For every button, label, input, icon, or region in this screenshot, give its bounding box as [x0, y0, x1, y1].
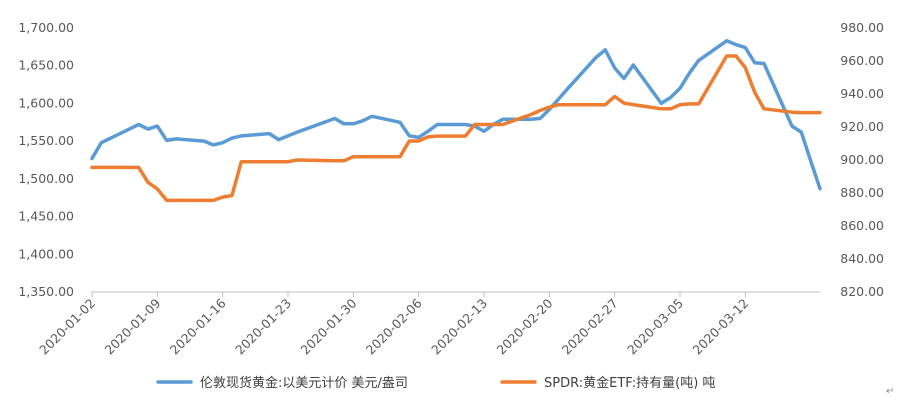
- gold-price-line: [90, 39, 822, 191]
- right-axis-labels: 820.00 840.00 860.00 880.00 900.00 920.00 940.…: [840, 20, 884, 299]
- x-axis-tick-label: 2020-01-23: [232, 296, 294, 358]
- right-axis-tick-label: 860.00: [840, 218, 884, 233]
- left-axis-tick-label: 1,350.00: [18, 284, 74, 299]
- x-axis-tick-label: 2020-02-27: [559, 296, 621, 358]
- x-axis-tick-label: 2020-02-20: [493, 295, 555, 357]
- right-axis-tick-label: 820.00: [840, 284, 884, 299]
- left-axis-tick-label: 1,500.00: [18, 171, 74, 186]
- x-axis-tick-label: 2020-03-05: [624, 296, 686, 358]
- right-axis-tick-label: 940.00: [840, 86, 884, 101]
- right-axis-tick-label: 960.00: [840, 53, 884, 68]
- x-axis-tick-label: 2020-01-09: [101, 295, 163, 357]
- left-axis-tick-label: 1,450.00: [18, 209, 74, 224]
- left-axis-labels: 1,350.00 1,400.00 1,450.00 1,500.00 1,550.00…: [18, 20, 74, 299]
- right-axis-tick-label: 840.00: [840, 251, 884, 266]
- x-axis-tick-label: 2020-01-02: [36, 296, 98, 358]
- left-axis-tick-label: 1,550.00: [18, 133, 74, 148]
- legend-label: SPDR:黄金ETF:持有量(吨) 吨: [544, 375, 715, 391]
- left-axis-tick-label: 1,650.00: [18, 58, 74, 73]
- right-axis-tick-label: 920.00: [840, 119, 884, 134]
- legend: 伦敦现货黄金:以美元计价 美元/盎司 SPDR:黄金ETF:持有量(吨) 吨: [156, 375, 715, 391]
- return-mark: ↵: [886, 386, 895, 397]
- legend-label: 伦敦现货黄金:以美元计价 美元/盎司: [200, 375, 408, 391]
- left-axis-tick-label: 1,600.00: [18, 95, 74, 110]
- x-axis-labels: 2020-01-02 2020-01-09 2020-01-16 2020-01-23…: [36, 292, 751, 357]
- left-axis-tick-label: 1,700.00: [18, 20, 74, 35]
- x-axis-tick-label: 2020-03-12: [689, 296, 751, 358]
- right-axis-tick-label: 980.00: [840, 20, 884, 35]
- x-axis-tick-label: 2020-01-16: [167, 295, 229, 357]
- x-axis-tick-label: 2020-02-06: [363, 295, 425, 357]
- right-axis-tick-label: 880.00: [840, 185, 884, 200]
- series-layer: [90, 39, 822, 203]
- x-axis-tick-label: 2020-01-30: [297, 295, 359, 357]
- right-axis-tick-label: 900.00: [840, 152, 884, 167]
- x-axis-tick-label: 2020-02-13: [428, 296, 490, 358]
- left-axis-tick-label: 1,400.00: [18, 246, 74, 261]
- spdr-holdings-line: [90, 54, 822, 203]
